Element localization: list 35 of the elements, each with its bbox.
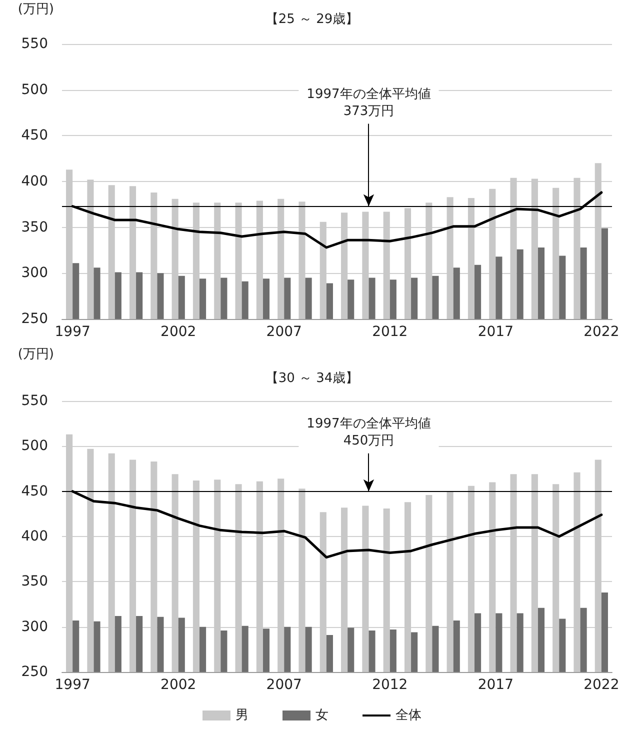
legend-label: 全体 [396, 708, 422, 723]
y-tick-label: 350 [21, 574, 48, 590]
chart-title: 【25 ～ 29歳】 [265, 12, 359, 27]
x-tick-label: 2022 [584, 324, 620, 340]
y-tick-label: 300 [21, 265, 48, 282]
y-tick-label: 350 [21, 219, 48, 236]
y-axis-title: (万円) [18, 2, 54, 17]
y-tick-label: 450 [21, 128, 48, 144]
x-tick-label: 2012 [372, 677, 408, 693]
y-tick-label: 450 [21, 483, 48, 500]
x-tick-label: 2022 [584, 677, 620, 693]
y-tick-label: 400 [21, 174, 48, 190]
x-tick-label: 1997 [54, 677, 90, 693]
x-tick-label: 1997 [54, 324, 90, 340]
x-tick-label: 2002 [160, 677, 196, 693]
legend-label: 女 [316, 708, 328, 723]
y-tick-label: 500 [21, 82, 48, 98]
x-tick-label: 2007 [266, 677, 302, 693]
y-tick-label: 400 [21, 528, 48, 544]
legend-label: 男 [236, 708, 248, 723]
y-tick-label: 550 [21, 36, 48, 52]
x-tick-label: 2017 [478, 324, 514, 340]
y-tick-label: 500 [21, 438, 48, 454]
y-axis-title: (万円) [18, 347, 54, 362]
x-tick-label: 2017 [478, 677, 514, 693]
x-tick-label: 2002 [160, 324, 196, 340]
ref-line-label: 1997年の全体平均値 373万円 [306, 86, 431, 119]
y-tick-label: 250 [21, 311, 48, 327]
y-tick-label: 250 [21, 664, 48, 680]
x-tick-label: 2007 [266, 324, 302, 340]
ref-line-label: 1997年の全体平均値 450万円 [306, 416, 431, 448]
y-tick-label: 550 [21, 393, 48, 409]
chart-title: 【30 ～ 34歳】 [265, 371, 359, 386]
y-tick-label: 300 [21, 618, 48, 635]
x-tick-label: 2012 [372, 324, 408, 340]
